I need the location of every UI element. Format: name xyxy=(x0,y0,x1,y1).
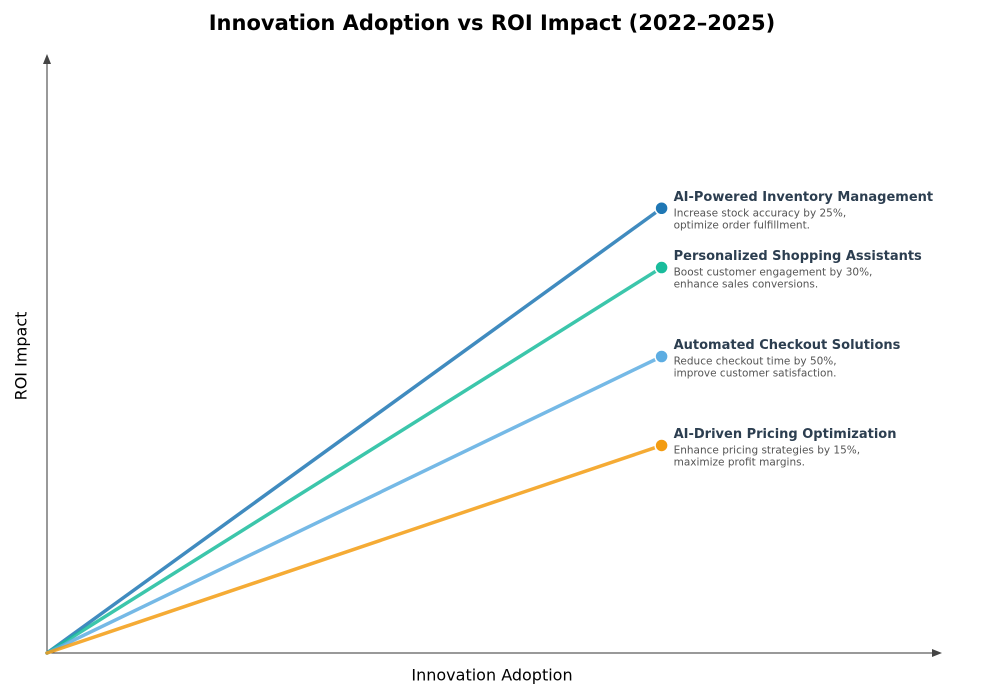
series-description: Reduce checkout time by 50%, xyxy=(674,356,837,368)
series-name: Automated Checkout Solutions xyxy=(674,338,901,353)
series-description: improve customer satisfaction. xyxy=(674,368,837,380)
series-description: enhance sales conversions. xyxy=(674,279,819,291)
y-axis-label: ROI Impact xyxy=(12,312,31,401)
series-description: Enhance pricing strategies by 15%, xyxy=(674,444,861,456)
series-description: optimize order fulfillment. xyxy=(674,219,810,231)
x-axis-label: Innovation Adoption xyxy=(411,666,572,685)
end-point xyxy=(654,349,669,364)
series-description: Increase stock accuracy by 25%, xyxy=(674,207,847,219)
series-line xyxy=(45,354,664,655)
end-point xyxy=(654,260,669,275)
end-point xyxy=(654,438,669,453)
series-name: AI-Driven Pricing Optimization xyxy=(674,427,897,442)
x-axis-arrow xyxy=(932,649,942,657)
series-name: AI-Powered Inventory Management xyxy=(674,190,934,205)
series-description: maximize profit margins. xyxy=(674,456,805,468)
series-line xyxy=(45,265,664,655)
series-line xyxy=(45,206,664,655)
series-description: Boost customer engagement by 30%, xyxy=(674,267,873,279)
series-name: Personalized Shopping Assistants xyxy=(674,249,922,264)
chart-title: Innovation Adoption vs ROI Impact (2022–… xyxy=(209,11,776,35)
y-axis-arrow xyxy=(43,54,51,64)
series-line xyxy=(45,443,664,655)
end-point xyxy=(654,201,669,216)
